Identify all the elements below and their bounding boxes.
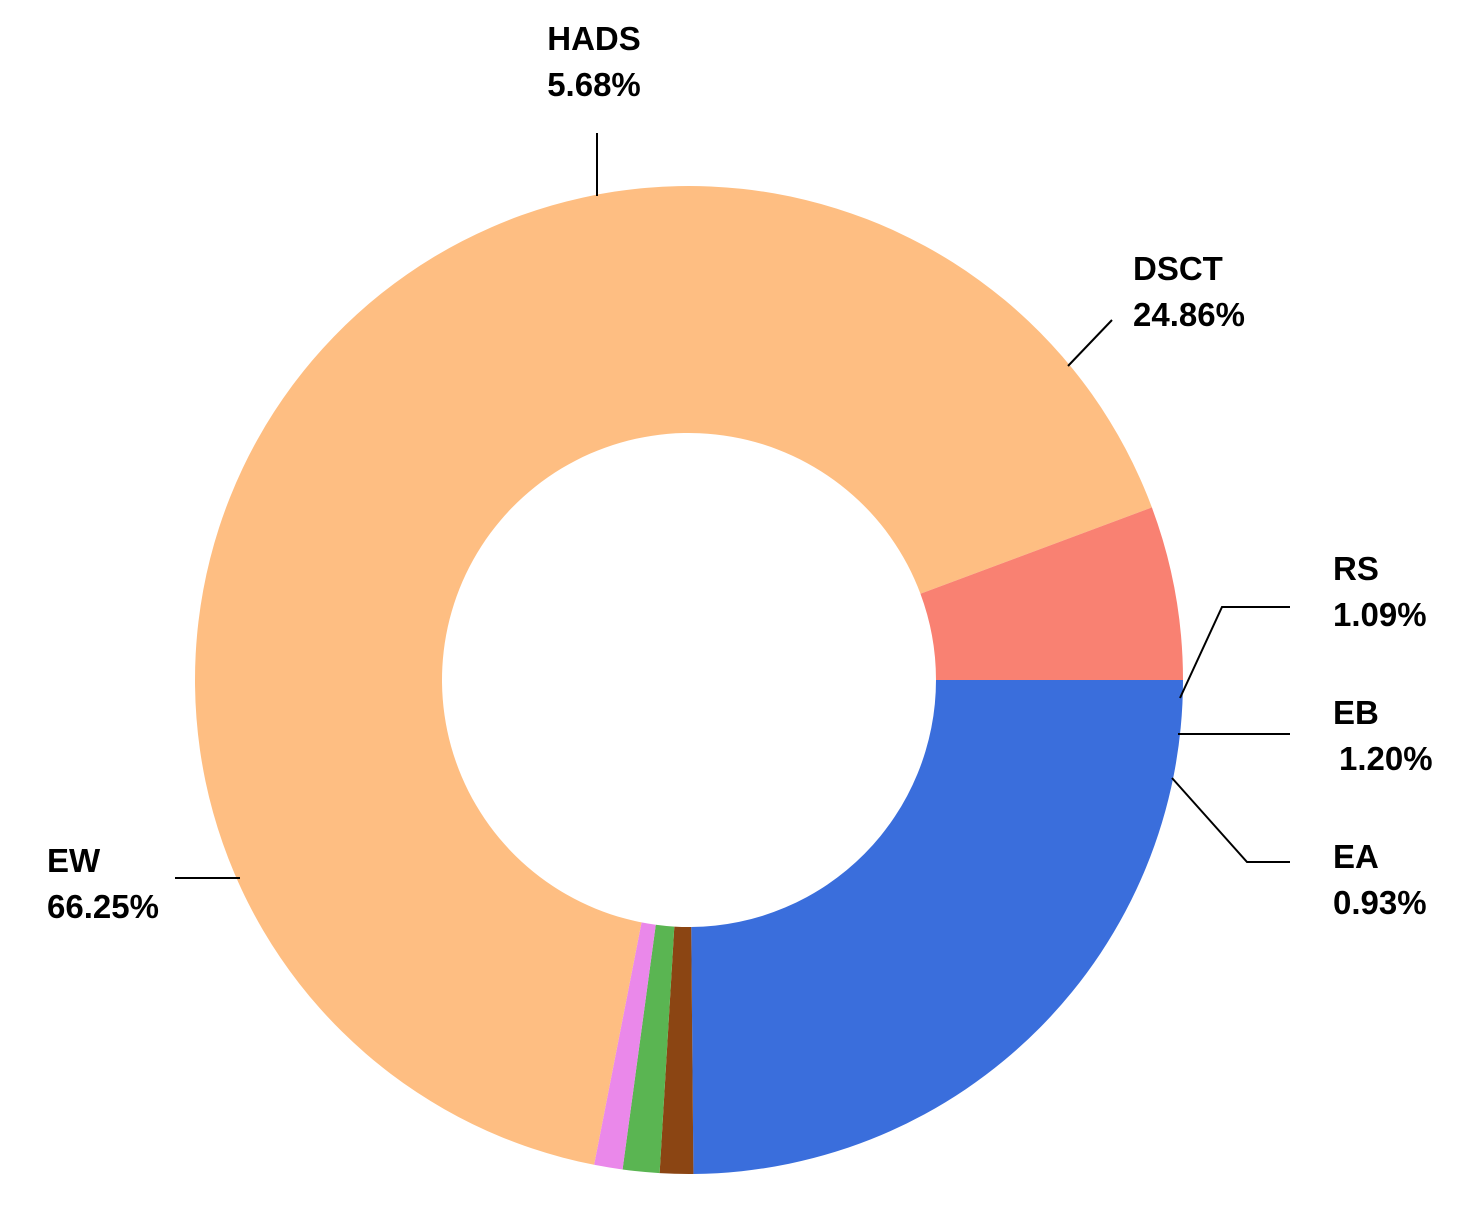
slice-eb (622, 924, 675, 1174)
leader-line-dsct (1067, 319, 1113, 367)
label-dsct-value: 24.86% (1133, 296, 1245, 333)
label-ea-value: 0.93% (1333, 884, 1427, 921)
leader-line-ea (1171, 777, 1290, 863)
label-hads-name: HADS (547, 20, 641, 57)
leader-line-rs (1179, 606, 1290, 699)
slice-ea (594, 922, 656, 1170)
label-rs-name: RS (1333, 550, 1379, 587)
label-ew-name: EW (47, 842, 101, 879)
label-eb-name: EB (1333, 694, 1379, 731)
slice-rs (659, 926, 694, 1174)
label-ew-value: 66.25% (47, 888, 159, 925)
donut-slices (195, 186, 1183, 1174)
label-dsct-name: DSCT (1133, 250, 1223, 287)
label-hads-value: 5.68% (547, 66, 641, 103)
slice-labels: DSCT 24.86% RS 1.09% EB 1.20% EA 0.93% EW 66.25% H… (47, 20, 1433, 925)
slice-hads (920, 507, 1183, 680)
leader-lines (175, 133, 1290, 879)
slice-dsct (691, 680, 1183, 1174)
label-eb-value: 1.20% (1339, 740, 1433, 777)
slice-ew (195, 186, 1152, 1165)
label-rs-value: 1.09% (1333, 596, 1427, 633)
label-ea-name: EA (1333, 838, 1379, 875)
